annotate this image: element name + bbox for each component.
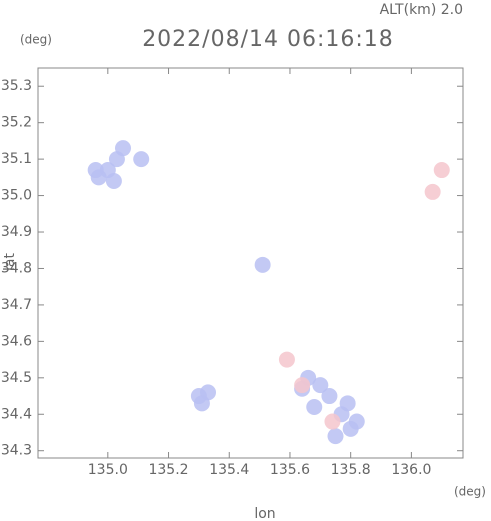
echo-point xyxy=(115,140,131,157)
echo-point xyxy=(348,413,365,430)
y-tick-label: 34.9 xyxy=(1,224,32,240)
chart-title: 2022/08/14 06:16:18 xyxy=(142,27,394,52)
echo-point xyxy=(278,351,295,368)
y-axis-label: lat xyxy=(2,253,18,271)
x-tick-label: 135.6 xyxy=(270,462,310,478)
y-tick-label: 35.0 xyxy=(1,188,32,204)
echo-point xyxy=(424,183,441,200)
plot-frame xyxy=(37,67,464,459)
x-tick-label: 136.0 xyxy=(391,462,431,478)
y-tick-label: 34.5 xyxy=(1,370,32,386)
echo-point xyxy=(339,395,356,412)
x-tick-label: 135.2 xyxy=(148,462,188,478)
echo-point xyxy=(306,398,323,415)
y-tick-label: 34.4 xyxy=(1,406,32,422)
x-tick-label: 135.0 xyxy=(88,462,128,478)
y-unit: (deg) xyxy=(20,33,52,47)
y-tick-label: 34.6 xyxy=(1,333,32,349)
chart-subtitle: ALT(km) 2.0 xyxy=(380,2,463,18)
y-tick-label: 34.8 xyxy=(1,260,32,276)
echo-point xyxy=(327,428,344,445)
echo-point xyxy=(312,377,329,394)
echo-point xyxy=(321,388,338,405)
x-tick-label: 135.4 xyxy=(209,462,249,478)
echo-point xyxy=(324,413,341,430)
x-axis-label: lon xyxy=(254,506,275,521)
y-tick-label: 35.1 xyxy=(1,151,32,167)
y-tick-label: 35.2 xyxy=(1,115,32,131)
y-tick-label: 34.7 xyxy=(1,297,32,313)
echo-point xyxy=(87,162,104,179)
echo-point xyxy=(254,256,271,273)
echo-point xyxy=(105,172,122,189)
x-unit: (deg) xyxy=(454,485,486,499)
y-tick-label: 35.3 xyxy=(1,78,32,94)
echo-point xyxy=(294,377,311,394)
y-tick-label: 34.3 xyxy=(1,443,32,459)
echo-point xyxy=(433,162,450,179)
echo-point xyxy=(133,151,150,168)
echo-point xyxy=(193,395,210,412)
x-tick-label: 135.8 xyxy=(331,462,371,478)
